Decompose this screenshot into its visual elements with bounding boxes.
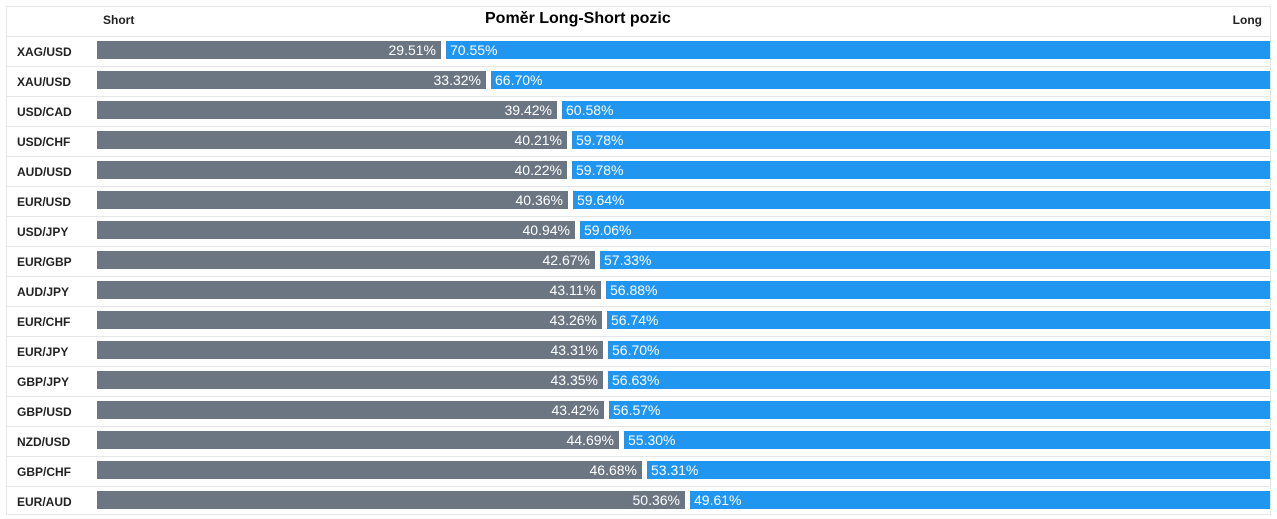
table-row: NZD/USD 44.69% 55.30% [7,427,1270,457]
table-row: XAG/USD 29.51% 70.55% [7,37,1270,67]
table-row: USD/CHF 40.21% 59.78% [7,127,1270,157]
long-side-label: Long [1232,13,1262,27]
long-bar: 57.33% [600,251,1270,269]
short-bar: 42.67% [97,251,595,269]
currency-pair-label: XAU/USD [17,75,72,89]
long-bar: 55.30% [624,431,1270,449]
long-bar: 59.78% [572,161,1270,179]
short-bar: 43.11% [97,281,601,299]
long-bar: 56.74% [607,311,1270,329]
short-bar: 33.32% [97,71,486,89]
currency-pair-label: GBP/CHF [17,465,71,479]
chart-header: Short Poměr Long-Short pozic Long [7,7,1270,37]
short-bar: 40.94% [97,221,575,239]
long-bar: 70.55% [446,41,1270,59]
currency-pair-label: AUD/USD [17,165,72,179]
short-bar: 44.69% [97,431,619,449]
chart-title: Poměr Long-Short pozic [485,10,671,27]
table-row: USD/JPY 40.94% 59.06% [7,217,1270,247]
currency-pair-label: USD/CHF [17,135,71,149]
short-bar: 39.42% [97,101,557,119]
currency-pair-label: EUR/JPY [17,345,69,359]
short-bar: 46.68% [97,461,642,479]
currency-pair-label: AUD/JPY [17,285,70,299]
currency-pair-label: EUR/CHF [17,315,71,329]
short-bar: 40.21% [97,131,567,149]
short-bar: 43.26% [97,311,602,329]
long-bar: 66.70% [491,71,1270,89]
table-row: GBP/USD 43.42% 56.57% [7,397,1270,427]
long-bar: 53.31% [647,461,1270,479]
currency-pair-label: EUR/GBP [17,255,72,269]
long-bar: 59.06% [580,221,1270,239]
long-bar: 49.61% [690,491,1270,509]
long-bar: 56.70% [608,341,1270,359]
short-bar: 43.31% [97,341,603,359]
table-row: AUD/JPY 43.11% 56.88% [7,277,1270,307]
long-bar: 56.57% [609,401,1270,419]
currency-pair-label: EUR/USD [17,195,72,209]
long-bar: 59.64% [573,191,1270,209]
table-row: GBP/CHF 46.68% 53.31% [7,457,1270,487]
table-row: AUD/USD 40.22% 59.78% [7,157,1270,187]
short-bar: 43.35% [97,371,603,389]
currency-pair-label: NZD/USD [17,435,71,449]
short-bar: 43.42% [97,401,604,419]
table-row: GBP/JPY 43.35% 56.63% [7,367,1270,397]
short-bar: 40.36% [97,191,568,209]
long-bar: 60.58% [562,101,1270,119]
short-bar: 29.51% [97,41,441,59]
short-bar: 50.36% [97,491,685,509]
table-row: EUR/CHF 43.26% 56.74% [7,307,1270,337]
table-row: EUR/AUD 50.36% 49.61% [7,487,1270,517]
currency-pair-label: USD/CAD [17,105,72,119]
table-row: XAU/USD 33.32% 66.70% [7,67,1270,97]
long-bar: 56.88% [606,281,1270,299]
short-bar: 40.22% [97,161,567,179]
long-bar: 59.78% [572,131,1270,149]
currency-pair-label: XAG/USD [17,45,72,59]
short-side-label: Short [103,13,135,27]
currency-pair-label: USD/JPY [17,225,69,239]
table-row: USD/CAD 39.42% 60.58% [7,97,1270,127]
currency-pair-label: GBP/JPY [17,375,70,389]
long-bar: 56.63% [608,371,1270,389]
currency-pair-label: EUR/AUD [17,495,72,509]
currency-pair-label: GBP/USD [17,405,72,419]
table-row: EUR/USD 40.36% 59.64% [7,187,1270,217]
table-row: EUR/JPY 43.31% 56.70% [7,337,1270,367]
long-short-ratio-chart: Short Poměr Long-Short pozic Long XAG/US… [6,6,1271,515]
table-row: EUR/GBP 42.67% 57.33% [7,247,1270,277]
